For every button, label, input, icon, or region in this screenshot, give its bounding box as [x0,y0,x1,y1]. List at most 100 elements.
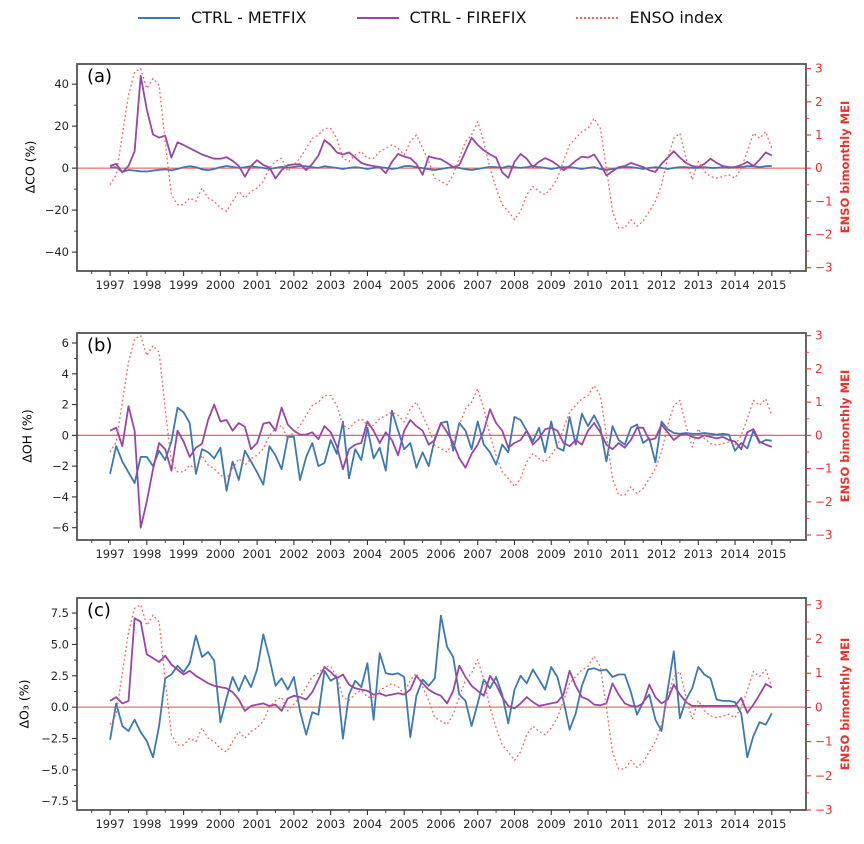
x-tick-label: 2014 [720,547,749,561]
x-tick-label: 2009 [537,817,566,831]
line-ctrl-firefix [109,74,773,180]
x-tick-label: 2006 [426,547,455,561]
right-axis-label-b: ENSO bimonthly MEI [838,369,852,503]
x-tick-label: 2006 [426,278,455,292]
x-tick-label: 2003 [316,817,345,831]
panel-label-c: (c) [87,600,111,621]
y-tick-label: 7.5 [51,606,69,620]
legend-label-firefix: CTRL - FIREFIX [409,8,527,27]
x-tick-label: 2009 [537,547,566,561]
x-tick-label: 2015 [757,817,786,831]
legend: CTRL - METFIX CTRL - FIREFIX ENSO index [138,8,723,27]
panel-label-b: (b) [87,335,113,356]
x-tick-label: 2003 [316,278,345,292]
x-tick-label: 1997 [95,817,124,831]
right-y-tick-label: −2 [815,495,833,509]
right-axis-label-c: ENSO bimonthly MEI [838,637,852,771]
plot-border [76,597,807,811]
line-enso-index [109,67,773,229]
legend-item-enso: ENSO index [576,8,723,27]
x-tick-label: 2014 [720,817,749,831]
x-tick-label: 1998 [132,278,161,292]
right-y-tick-label: −2 [815,228,833,242]
y-tick-label: −2.5 [41,731,69,745]
y-tick-label: −7.5 [41,794,69,808]
line-ctrl-metfix [109,406,772,492]
y-tick-label: 0 [62,428,69,442]
y-tick-label: 4 [62,367,69,381]
line-ctrl-metfix [110,165,772,173]
line-ctrl-metfix [109,614,773,759]
x-tick-label: 2008 [500,547,529,561]
y-axis-label-co: ΔCO (%) [22,140,38,194]
x-tick-label: 2010 [573,278,602,292]
x-tick-label: 1999 [169,817,198,831]
right-y-tick-label: 2 [815,95,823,109]
y-tick-label: 0.0 [51,700,69,714]
right-y-tick-label: −1 [815,194,833,208]
y-axis-label-oh: ΔOH (%) [19,409,35,463]
right-y-tick-label: 0 [815,700,823,714]
right-y-tick-label: 2 [815,362,823,376]
x-tick-label: 2012 [647,547,676,561]
right-y-tick-label: −3 [815,261,833,275]
y-tick-label: −4 [52,490,69,504]
y-tick-label: 2.5 [51,669,69,683]
legend-item-firefix: CTRL - FIREFIX [356,8,527,27]
x-tick-label: 2007 [463,547,492,561]
panel-1: 1997 1998 1999 2000 2001 2002 2003 2004 2005 2006… [45,62,833,292]
x-tick-label: 2004 [353,278,382,292]
x-tick-label: 2013 [684,547,713,561]
y-tick-label: 5.0 [51,637,69,651]
x-tick-label: 2001 [242,817,271,831]
right-y-tick-label: 2 [815,632,823,646]
panel-label-a: (a) [87,66,113,87]
x-tick-label: 2011 [610,278,639,292]
y-tick-label: 6 [62,336,69,350]
x-tick-label: 2007 [463,278,492,292]
y-tick-label: −40 [45,245,69,259]
x-tick-label: 2001 [242,547,271,561]
x-tick-label: 2002 [279,278,308,292]
right-y-tick-label: 1 [815,128,823,142]
panel-2: 1997 1998 1999 2000 2001 2002 2003 2004 2005 2006… [52,329,833,561]
y-tick-label: −6 [52,521,69,535]
x-tick-label: 2012 [647,278,676,292]
x-tick-label: 1998 [132,547,161,561]
x-tick-label: 2013 [684,817,713,831]
right-y-tick-label: −1 [815,462,833,476]
x-tick-label: 2005 [390,278,419,292]
x-tick-label: 1998 [132,817,161,831]
x-tick-label: 2015 [757,547,786,561]
right-y-tick-label: 3 [815,329,823,343]
x-tick-label: 2000 [206,547,235,561]
y-axis-label-o3: ΔO₃ (%) [16,679,32,729]
y-tick-label: 0 [62,161,69,175]
x-tick-label: 2003 [316,547,345,561]
line-ctrl-firefix [109,403,773,529]
right-y-tick-label: 3 [815,598,823,612]
legend-label-enso: ENSO index [629,8,724,27]
y-tick-label: −5.0 [41,763,69,777]
right-y-tick-label: 3 [815,62,823,76]
right-y-tick-label: 1 [815,395,823,409]
x-tick-label: 2002 [279,547,308,561]
x-tick-label: 2004 [353,547,382,561]
x-tick-label: 2005 [390,547,419,561]
right-y-tick-label: 0 [815,161,823,175]
legend-label-metfix: CTRL - METFIX [191,8,307,27]
x-tick-label: 2011 [610,547,639,561]
x-tick-label: 1999 [169,278,198,292]
enso-line-swatch [576,16,619,19]
right-y-tick-label: −1 [815,735,833,749]
y-tick-label: 20 [54,119,69,133]
right-y-tick-label: −3 [815,803,833,817]
y-tick-label: 40 [54,77,69,91]
x-tick-label: 2013 [684,278,713,292]
legend-item-metfix: CTRL - METFIX [138,8,307,27]
x-tick-label: 2009 [537,278,566,292]
metfix-line-swatch [138,16,180,19]
y-tick-label: 2 [62,398,69,412]
